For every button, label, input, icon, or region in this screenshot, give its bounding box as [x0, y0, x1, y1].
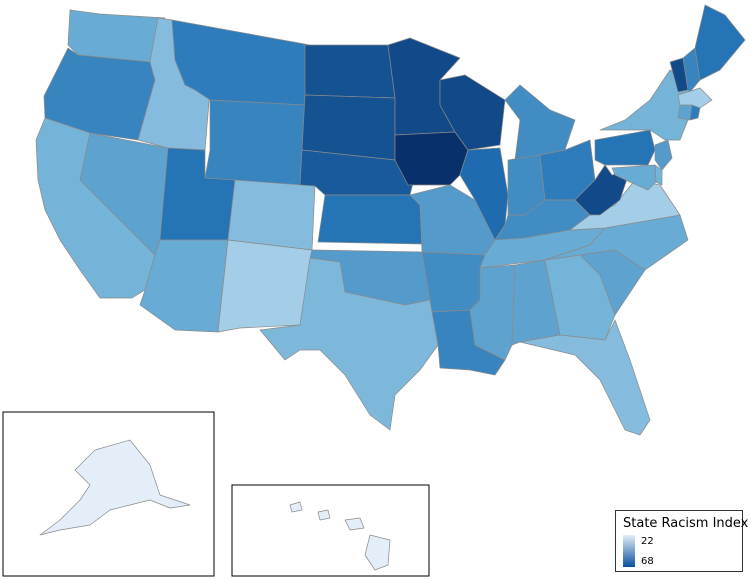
state-CO[interactable] [227, 179, 316, 251]
alaska-inset [39, 439, 191, 536]
state-WI[interactable] [439, 74, 506, 151]
state-TX[interactable] [259, 257, 439, 431]
state-AR[interactable] [421, 251, 486, 313]
contiguous-us [35, 4, 746, 436]
legend-min-label: 22 [641, 536, 654, 547]
state-MI[interactable] [504, 84, 576, 161]
state-HI-maui[interactable] [344, 517, 365, 531]
legend-color-ramp [623, 535, 635, 567]
state-SD[interactable] [301, 94, 396, 161]
state-KS[interactable] [317, 194, 423, 245]
legend-max-label: 68 [641, 556, 654, 567]
state-FL[interactable] [519, 319, 651, 436]
state-ME[interactable] [694, 4, 746, 81]
state-HI-oahu[interactable] [317, 509, 331, 521]
state-ND[interactable] [304, 44, 396, 99]
state-MA[interactable] [677, 87, 713, 109]
state-NJ[interactable] [654, 139, 673, 171]
alaska-inset-frame [2, 411, 215, 577]
state-NH[interactable] [682, 47, 701, 93]
state-HI-big-island[interactable] [364, 534, 391, 571]
state-CT[interactable] [677, 104, 693, 121]
state-RI[interactable] [689, 104, 701, 121]
state-IA[interactable] [394, 131, 469, 186]
legend: State Racism Index 22 68 [615, 510, 748, 572]
hawaii-inset-frame [231, 484, 430, 577]
state-WY[interactable] [204, 99, 306, 186]
state-HI-kauai[interactable] [289, 501, 303, 513]
state-WA[interactable] [67, 9, 166, 63]
state-PA[interactable] [594, 129, 656, 166]
hawaii-inset [289, 501, 391, 571]
state-AK[interactable] [39, 439, 191, 536]
state-NM[interactable] [217, 239, 313, 333]
state-MD[interactable] [611, 164, 657, 191]
legend-title: State Racism Index [623, 516, 749, 531]
